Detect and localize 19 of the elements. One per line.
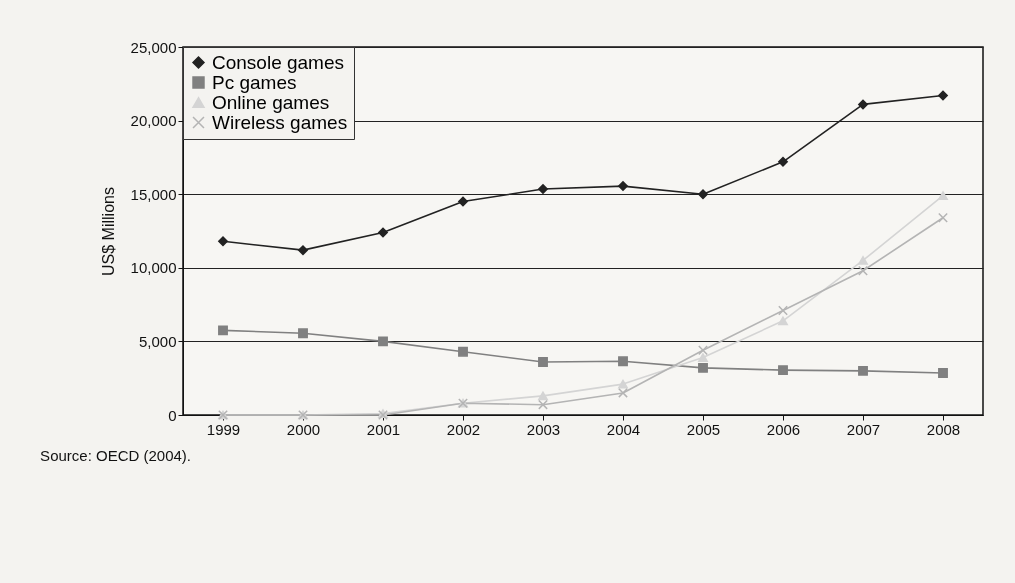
x-tick-label: 2004 [606,420,641,438]
x-tick-label: 2003 [526,420,561,438]
x-tick-label: 2000 [286,420,321,438]
source-note: Source: OECD (2004). [40,447,192,464]
x-tick-label: 2002 [446,420,481,438]
x-tick-label: 2001 [366,420,401,438]
y-tick-label: 15,000 [130,185,177,203]
x-tick-label: 2008 [926,420,961,438]
y-tick-label: 10,000 [130,259,177,277]
x-tick-label: 2005 [686,420,721,438]
y-tick-label: 25,000 [130,38,177,56]
y-tick-label: 0 [168,406,177,424]
y-axis-title: US$ Millions [99,187,117,276]
x-tick-label: 2006 [766,420,801,438]
y-tick-label: 5,000 [138,332,177,350]
x-tick-label: 1999 [206,420,241,438]
legend-label: Console games [212,51,345,73]
x-tick-label: 2007 [846,420,881,438]
y-tick-label: 20,000 [130,112,177,130]
